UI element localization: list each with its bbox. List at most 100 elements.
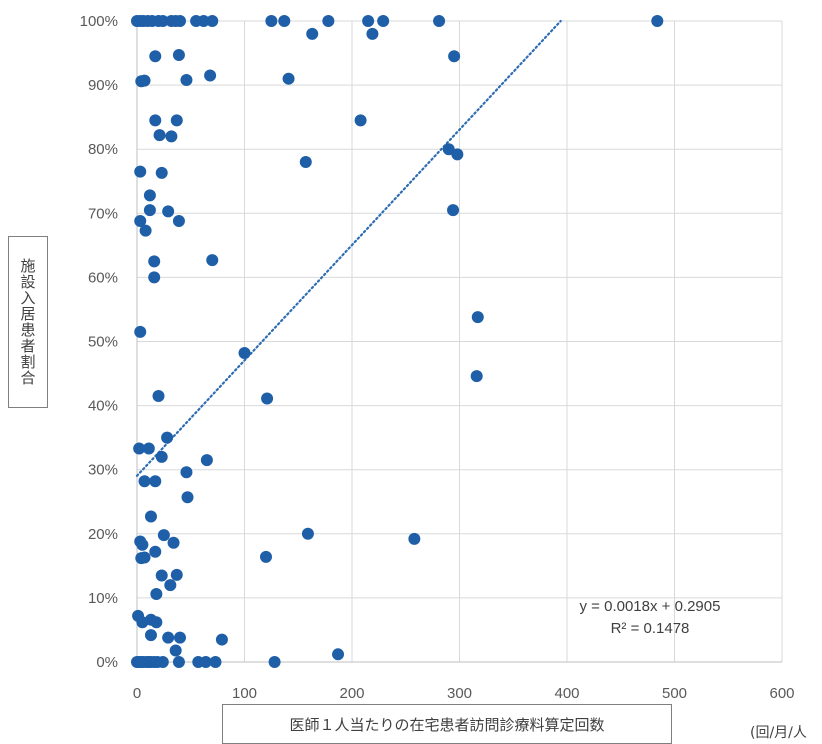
data-point: [148, 255, 161, 268]
y-tick-label: 0%: [96, 654, 118, 671]
x-tick-label: 300: [447, 685, 472, 702]
data-point: [322, 15, 335, 27]
data-point: [362, 15, 375, 27]
x-tick-label: 400: [554, 685, 579, 702]
data-point: [238, 347, 251, 360]
data-point: [366, 27, 379, 40]
data-point: [265, 15, 278, 27]
data-point: [155, 166, 168, 179]
data-point: [377, 15, 390, 27]
data-point: [172, 214, 185, 227]
y-tick-label: 100%: [80, 13, 118, 30]
data-point: [215, 633, 228, 646]
data-point: [278, 15, 291, 27]
data-point: [172, 48, 185, 61]
y-tick-label: 10%: [88, 590, 118, 607]
data-point: [180, 73, 193, 86]
data-point: [136, 538, 149, 551]
trendline: [135, 19, 562, 477]
data-point: [282, 72, 295, 85]
data-point: [138, 551, 151, 564]
trendline-equation: y = 0.0018x + 0.2905: [579, 598, 721, 615]
data-point: [149, 50, 162, 63]
data-point: [180, 466, 193, 479]
data-point: [301, 527, 314, 540]
data-point: [167, 536, 180, 549]
data-point: [148, 271, 161, 284]
data-point: [144, 629, 157, 642]
data-point: [204, 69, 217, 82]
data-point: [408, 532, 421, 545]
trendline-r2: R² = 0.1478: [610, 620, 690, 637]
data-point: [153, 129, 166, 142]
data-point: [155, 450, 168, 463]
data-point: [306, 27, 319, 40]
data-point: [149, 114, 162, 127]
data-point: [143, 189, 156, 202]
data-point: [206, 254, 219, 267]
y-axis-title: 施設入居患者割合: [18, 258, 37, 386]
data-point: [165, 130, 178, 143]
data-point: [200, 454, 213, 467]
data-point: [169, 644, 182, 657]
data-point: [268, 656, 281, 668]
x-tick-label: 200: [339, 685, 364, 702]
data-point: [448, 50, 461, 63]
data-point: [150, 588, 163, 601]
data-point: [155, 569, 168, 582]
data-point: [149, 545, 162, 558]
data-point: [451, 148, 464, 161]
data-point: [433, 15, 446, 27]
data-point: [134, 165, 147, 178]
data-point: [471, 311, 484, 324]
data-point: [199, 656, 212, 668]
data-point: [157, 529, 170, 542]
x-tick-label: 500: [662, 685, 687, 702]
data-point: [143, 204, 156, 217]
y-tick-label: 30%: [88, 462, 118, 479]
data-point: [156, 15, 169, 27]
x-axis-title: 医師１人当たりの在宅患者訪問診療料算定回数: [289, 715, 605, 734]
data-point: [156, 656, 169, 668]
data-points: [131, 15, 664, 668]
y-tick-label: 50%: [88, 334, 118, 351]
data-point: [332, 648, 345, 661]
data-point: [138, 74, 151, 87]
data-point: [447, 204, 460, 217]
data-point: [162, 205, 175, 218]
data-point: [261, 392, 274, 405]
data-point: [149, 475, 162, 488]
data-point: [299, 156, 312, 169]
y-tick-label: 80%: [88, 141, 118, 158]
data-point: [174, 15, 186, 27]
data-point: [150, 616, 163, 629]
y-axis-title-box: 施設入居患者割合: [8, 236, 48, 408]
data-point: [134, 214, 147, 227]
data-point: [170, 568, 183, 581]
y-tick-label: 90%: [88, 77, 118, 94]
data-point: [172, 656, 185, 668]
data-point: [206, 15, 219, 27]
x-tick-label: 100: [232, 685, 257, 702]
x-tick-label: 600: [769, 685, 794, 702]
tick-labels: 0% 10% 20% 30% 40% 50% 60% 70% 80% 90% 100% 0 100 200…: [80, 13, 795, 702]
data-point: [142, 442, 155, 455]
data-point: [144, 510, 157, 523]
x-tick-label: 0: [133, 685, 141, 702]
data-point: [162, 631, 175, 644]
x-axis-title-box: 医師１人当たりの在宅患者訪問診療料算定回数: [222, 704, 672, 744]
data-point: [651, 15, 664, 27]
data-point: [139, 224, 152, 237]
data-point: [152, 389, 165, 402]
y-tick-label: 70%: [88, 205, 118, 222]
data-point: [164, 579, 177, 592]
trendline-equation-box: y = 0.0018x + 0.2905 R² = 0.1478: [560, 596, 740, 640]
y-tick-label: 20%: [88, 526, 118, 543]
data-point: [181, 491, 194, 504]
y-tick-label: 40%: [88, 398, 118, 415]
data-point: [470, 370, 483, 383]
data-point: [138, 475, 151, 488]
trendline-path: [135, 19, 562, 477]
data-point: [161, 431, 174, 444]
